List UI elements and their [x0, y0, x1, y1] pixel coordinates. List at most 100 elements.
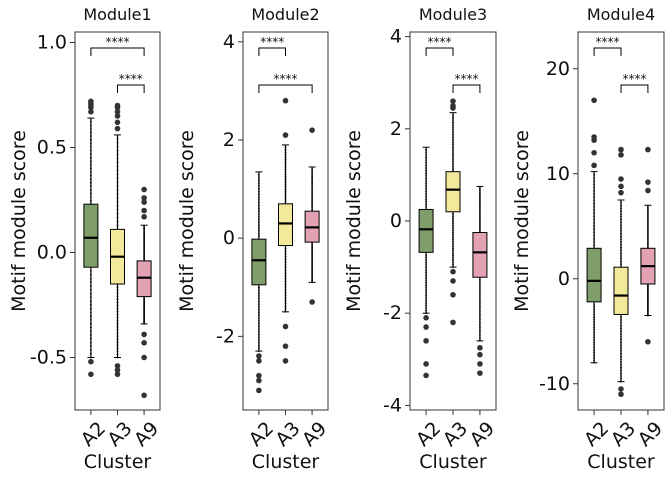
data-point [284, 280, 287, 283]
data-point [143, 240, 146, 243]
box-a3 [278, 97, 293, 364]
data-point [479, 195, 481, 197]
data-point [425, 299, 427, 302]
outlier-point [282, 97, 289, 104]
data-point [647, 234, 649, 237]
box-a3 [110, 102, 125, 378]
data-point [593, 215, 595, 218]
data-point [143, 248, 146, 250]
y-axis-title: Motif module score [343, 130, 365, 312]
data-point [311, 195, 314, 198]
data-point [143, 254, 146, 256]
data-point [452, 240, 454, 243]
outlier-point [88, 371, 94, 378]
data-point [311, 252, 314, 255]
box-body [472, 232, 488, 278]
data-point [620, 207, 622, 210]
data-point [89, 185, 92, 188]
data-point [116, 193, 119, 195]
y-tick-label: 1.0 [37, 32, 67, 54]
data-point [257, 179, 260, 182]
outlier-point [309, 127, 315, 133]
data-point [257, 213, 260, 215]
data-point [452, 114, 454, 117]
data-point [452, 259, 454, 262]
data-point [257, 350, 260, 352]
data-point [620, 358, 622, 361]
data-point [452, 156, 454, 158]
data-point [479, 313, 481, 316]
data-point [143, 237, 146, 240]
box-a2 [418, 146, 434, 379]
data-point [479, 316, 481, 318]
data-point [89, 153, 92, 155]
data-point [452, 213, 454, 215]
data-point [479, 206, 481, 209]
significance-label: **** [119, 72, 143, 86]
box-body [418, 208, 434, 253]
data-point [116, 329, 119, 331]
data-point [284, 148, 287, 151]
data-point [257, 229, 260, 232]
box-a9 [304, 127, 320, 305]
data-point [479, 321, 481, 324]
y-tick-label: 0.5 [37, 137, 67, 159]
data-point [116, 141, 119, 144]
outlier-point [256, 387, 262, 394]
outlier-point [423, 361, 429, 367]
outlier-point [141, 186, 147, 193]
data-point [647, 231, 649, 234]
data-point [479, 222, 481, 224]
data-point [452, 126, 454, 129]
data-point [116, 301, 119, 304]
data-point [89, 330, 92, 333]
outlier-point [618, 391, 624, 398]
outlier-point [141, 214, 147, 220]
data-point [116, 173, 119, 176]
outlier-point [645, 338, 651, 345]
significance-label: **** [622, 72, 646, 86]
data-point [425, 148, 427, 151]
data-point [116, 137, 119, 140]
data-point [620, 260, 622, 263]
data-point [425, 312, 427, 315]
data-point [647, 293, 649, 296]
outlier-point [88, 109, 94, 115]
data-point [647, 215, 649, 217]
data-point [311, 184, 314, 187]
data-point [620, 335, 622, 338]
data-point [89, 171, 92, 173]
data-point [620, 201, 622, 204]
data-point [593, 318, 595, 321]
y-tick-label: 0 [390, 210, 402, 232]
data-point [116, 149, 119, 152]
data-point [647, 288, 649, 291]
outlier-point [141, 195, 147, 201]
data-point [311, 177, 314, 179]
outlier-point [450, 98, 456, 104]
data-point [143, 233, 146, 236]
data-point [425, 264, 427, 266]
data-point [311, 259, 314, 262]
box-body [613, 266, 629, 315]
data-point [620, 363, 622, 366]
data-point [425, 281, 427, 284]
data-point [116, 338, 119, 341]
data-point [647, 233, 649, 235]
data-point [116, 216, 119, 219]
data-point [647, 236, 649, 239]
data-point [311, 273, 314, 275]
data-point [593, 349, 595, 351]
data-point [647, 309, 649, 312]
data-point [479, 294, 481, 297]
data-point [284, 158, 287, 161]
outlier-point [591, 137, 597, 143]
y-tick-label: 0 [558, 268, 570, 290]
data-point [425, 279, 427, 282]
data-point [116, 181, 119, 184]
data-point [311, 256, 314, 259]
data-point [257, 319, 260, 322]
data-point [143, 249, 146, 252]
data-point [143, 246, 146, 249]
data-point [284, 166, 287, 168]
